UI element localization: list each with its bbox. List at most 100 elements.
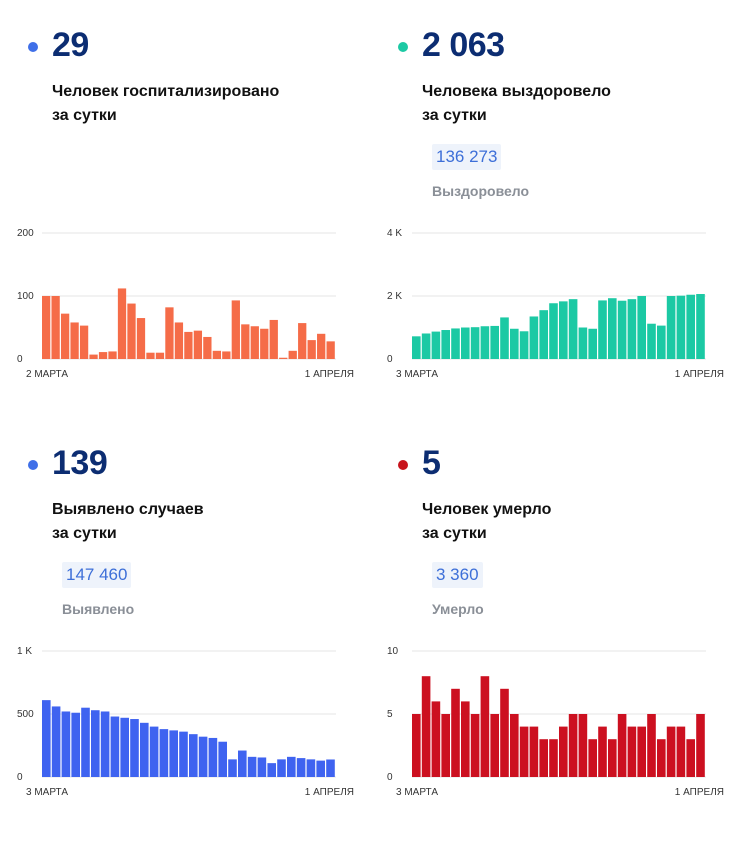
y-tick-label: 5 [387, 709, 393, 720]
bar [519, 726, 529, 777]
bar [231, 300, 240, 359]
bar [441, 714, 450, 777]
bar [539, 310, 548, 359]
bar [140, 722, 149, 777]
bar [549, 303, 558, 359]
bar [100, 711, 110, 777]
bar [617, 714, 627, 777]
bar [598, 726, 607, 777]
bar [169, 730, 178, 777]
metric-label-line2: за сутки [422, 107, 487, 124]
bar [208, 737, 218, 777]
legend-dot [398, 460, 408, 470]
x-start-label: 3 МАРТА [396, 787, 438, 798]
bar [647, 714, 656, 777]
total-label: Умерло [432, 601, 484, 617]
bar [198, 736, 208, 777]
chart-cases: 0 500 1 K 3 МАРТА 1 АПРЕЛЯ [17, 646, 354, 798]
bar [637, 726, 646, 777]
bar [451, 688, 460, 777]
bar [431, 331, 441, 359]
bar [326, 341, 335, 359]
metric-label-line2: за сутки [52, 107, 117, 124]
bar [250, 326, 259, 359]
bar [316, 760, 325, 777]
bar [267, 763, 276, 777]
bar [136, 318, 146, 359]
y-tick-label: 1 K [17, 646, 32, 657]
daily-number: 2 063 [422, 26, 505, 64]
y-tick-label: 10 [387, 646, 399, 657]
bar [70, 322, 79, 359]
x-end-label: 1 АПРЕЛЯ [675, 369, 724, 380]
bar [298, 323, 307, 359]
bar [184, 331, 193, 359]
y-tick-label: 0 [17, 772, 23, 783]
chart-recovered: 0 2 K 4 K 3 МАРТА 1 АПРЕЛЯ [387, 228, 724, 380]
bar [179, 731, 188, 777]
bar [247, 756, 257, 777]
x-end-label: 1 АПРЕЛЯ [675, 787, 724, 798]
bar [42, 700, 51, 777]
bar [212, 350, 221, 359]
bar [510, 328, 519, 359]
bar [296, 758, 306, 777]
bar [666, 726, 676, 777]
x-start-label: 2 МАРТА [26, 369, 68, 380]
bar [189, 734, 198, 777]
bar [89, 354, 98, 359]
bar [676, 726, 686, 777]
bar [657, 739, 666, 777]
legend-dot [28, 460, 38, 470]
metric-label: Человек госпитализировано за сутки [52, 80, 279, 128]
daily-number: 29 [52, 26, 89, 64]
bar [480, 676, 490, 777]
bar [696, 294, 705, 359]
bar [203, 336, 212, 359]
bar [412, 336, 421, 359]
metric-label-line2: за сутки [422, 525, 487, 542]
chart-hospitalized: 0 100 200 2 МАРТА 1 АПРЕЛЯ [17, 228, 354, 380]
bar [51, 296, 60, 359]
metric-label-line1: Человека выздоровело [422, 83, 611, 100]
chart-deaths: 0 5 10 3 МАРТА 1 АПРЕЛЯ [387, 646, 724, 798]
bar [451, 328, 460, 359]
bar [578, 714, 588, 777]
bar [568, 714, 578, 777]
bar [490, 714, 499, 777]
bar [193, 330, 203, 359]
metric-label-line1: Человек умерло [422, 501, 552, 518]
bar [608, 298, 617, 359]
bar [617, 300, 627, 359]
bar [260, 328, 269, 359]
bar [588, 739, 597, 777]
bar [61, 711, 71, 777]
bar [288, 350, 297, 359]
bar [500, 317, 509, 359]
metric-label: Человека выздоровело за сутки [422, 80, 611, 128]
bar [91, 710, 100, 777]
bar [42, 296, 51, 359]
y-tick-label: 200 [17, 228, 34, 239]
bar [159, 729, 169, 777]
bar [490, 325, 499, 359]
bar [529, 726, 539, 777]
bar [165, 307, 174, 359]
bar [149, 726, 159, 777]
bar [549, 739, 558, 777]
daily-number: 5 [422, 444, 441, 482]
bar [666, 296, 676, 359]
bar [431, 701, 441, 777]
metric-label-line1: Человек госпитализировано [52, 83, 280, 100]
x-end-label: 1 АПРЕЛЯ [305, 369, 354, 380]
bar [412, 714, 421, 777]
bar [110, 716, 120, 777]
bar [696, 714, 705, 777]
bar [608, 739, 617, 777]
bar [461, 701, 470, 777]
bar [279, 357, 288, 359]
bar [510, 714, 519, 777]
bar [317, 333, 326, 359]
bar [559, 726, 568, 777]
metric-label: Выявлено случаев за сутки [52, 498, 204, 546]
